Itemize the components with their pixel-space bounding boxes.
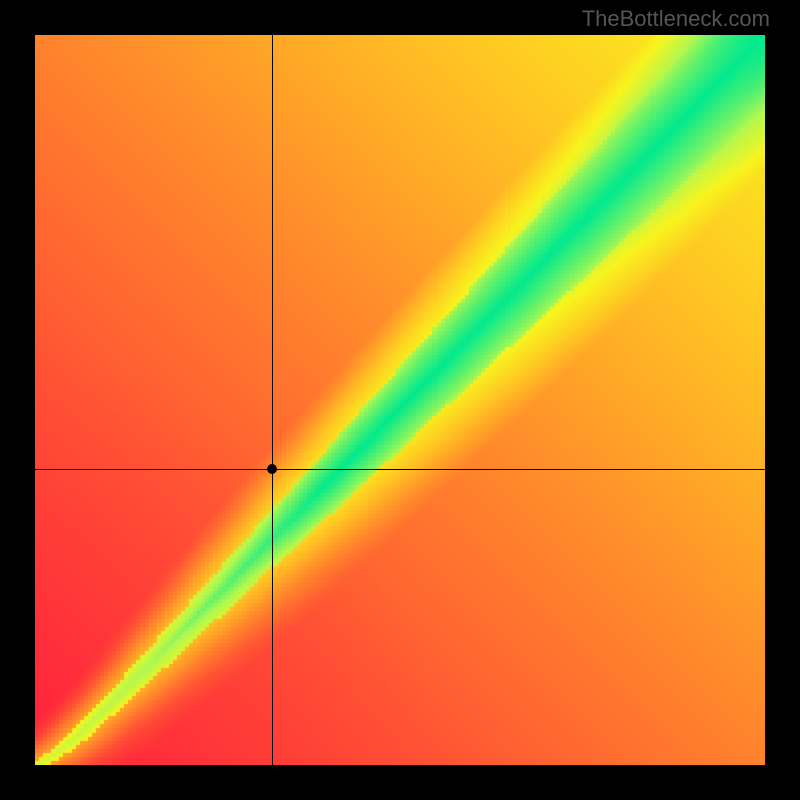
marker-point — [267, 464, 277, 474]
heatmap-plot — [35, 35, 765, 765]
heatmap-canvas — [35, 35, 765, 765]
crosshair-horizontal — [35, 469, 765, 470]
watermark-text: TheBottleneck.com — [582, 6, 770, 32]
crosshair-vertical — [272, 35, 273, 765]
